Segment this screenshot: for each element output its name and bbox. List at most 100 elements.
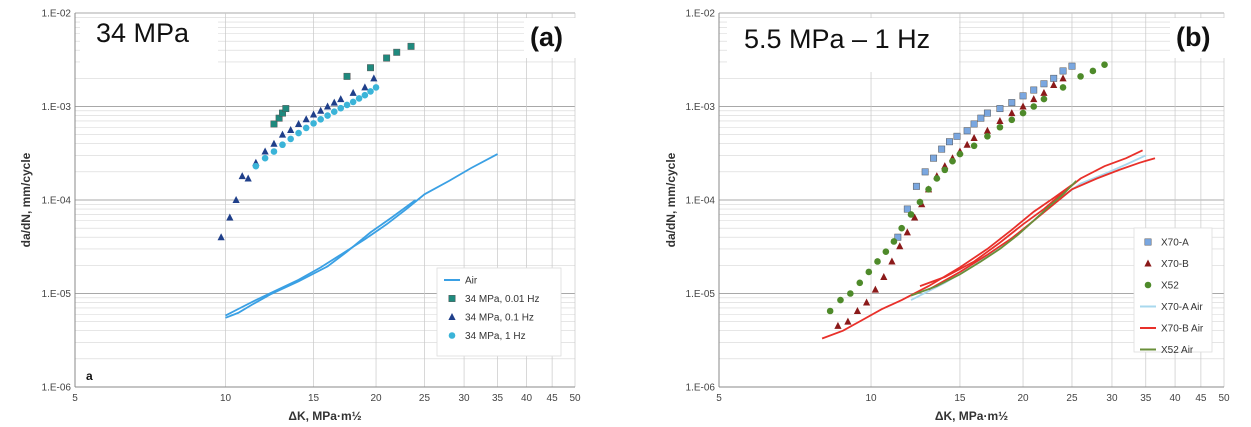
series-air — [225, 153, 498, 319]
data-point — [1019, 102, 1027, 110]
data-point — [1040, 88, 1048, 96]
x-tick-label: 5 — [716, 393, 722, 404]
series-x52-air — [910, 180, 1077, 297]
corner-note: a — [86, 369, 93, 383]
data-point — [963, 127, 971, 135]
legend-label: X52 Air — [1161, 345, 1194, 356]
data-point — [996, 105, 1004, 113]
legend-label: 34 MPa, 1 Hz — [465, 331, 526, 342]
data-point — [1040, 80, 1048, 88]
data-point — [903, 205, 911, 213]
panel-label-box — [1170, 18, 1226, 58]
legend-label: Air — [465, 276, 478, 287]
x-tick-label: 45 — [1195, 393, 1207, 404]
data-point — [252, 162, 260, 170]
data-point — [1068, 62, 1076, 70]
data-point — [302, 124, 310, 132]
x-tick-label: 40 — [1169, 393, 1181, 404]
data-point — [1059, 84, 1067, 91]
data-point — [317, 106, 325, 114]
data-point — [1008, 99, 1016, 107]
data-point — [295, 129, 302, 137]
x-tick-label: 10 — [865, 393, 877, 404]
data-point — [317, 115, 324, 123]
data-point — [1008, 109, 1016, 117]
data-point — [1008, 116, 1016, 124]
data-point — [834, 321, 842, 329]
data-point — [1030, 86, 1038, 94]
y-tick-label: 1.E-04 — [686, 196, 716, 207]
data-point — [244, 174, 252, 182]
data-point — [1059, 74, 1067, 82]
y-tick-label: 1.E-02 — [42, 9, 72, 20]
y-tick-label: 1.E-04 — [42, 196, 72, 207]
data-point — [282, 105, 290, 113]
data-point — [871, 285, 879, 293]
x-tick-label: 15 — [954, 393, 966, 404]
data-point — [896, 242, 904, 250]
data-point — [407, 42, 415, 50]
data-point — [903, 228, 911, 236]
chart-title: 34 MPa — [96, 18, 190, 48]
x-tick-label: 5 — [72, 393, 78, 404]
legend-label: X70-A Air — [1161, 302, 1203, 313]
y-tick-label: 1.E-06 — [42, 383, 72, 394]
data-point — [888, 257, 896, 265]
data-point — [278, 130, 287, 138]
y-tick-label: 1.E-05 — [42, 289, 72, 300]
data-point — [367, 64, 374, 72]
x-tick-label: 20 — [1017, 393, 1029, 404]
x-tick-label: 10 — [220, 393, 232, 404]
legend-box — [1133, 227, 1213, 353]
data-point — [1077, 73, 1084, 80]
data-point — [996, 116, 1004, 124]
data-point — [949, 157, 956, 165]
legend: X70-A X70-B X52 X70-A Air X70-B Air X52 Air — [1133, 227, 1213, 356]
data-point — [983, 109, 991, 117]
data-point — [874, 258, 881, 265]
data-point — [270, 139, 278, 147]
series-x52 — [826, 61, 1108, 315]
data-point — [337, 104, 345, 112]
y-tick-label: 1.E-06 — [686, 383, 716, 394]
x-tick-label: 40 — [521, 393, 533, 404]
chart-panel-a: 5 10 15 20 25 30 35 40 45 50 1.E-06 1.E-05 1.E-04 1.E… — [19, 9, 582, 423]
data-point — [956, 150, 964, 158]
legend-item: 34 MPa, 1 Hz — [448, 331, 526, 342]
legend-item: Air — [444, 276, 478, 287]
data-point — [1030, 95, 1038, 103]
data-point — [865, 268, 873, 276]
series-line — [928, 157, 1156, 291]
title-box — [727, 18, 959, 72]
data-point — [880, 273, 888, 281]
data-point — [1030, 103, 1038, 110]
data-point — [826, 307, 834, 315]
data-point — [279, 141, 286, 149]
data-point — [1019, 109, 1027, 117]
data-point — [393, 48, 401, 56]
data-point — [370, 74, 378, 82]
x-axis-label: ΔK, MPa·m½ — [288, 409, 361, 423]
legend-item: X70-B Air — [1140, 324, 1204, 335]
legend-label: 34 MPa, 0.01 Hz — [465, 294, 539, 305]
data-point — [921, 168, 929, 176]
y-tick-label: 1.E-02 — [686, 9, 716, 20]
data-point — [232, 196, 240, 203]
x-tick-label: 20 — [370, 393, 382, 404]
data-point — [343, 101, 351, 109]
data-point — [953, 132, 961, 140]
data-point — [355, 95, 363, 102]
data-point — [963, 140, 971, 148]
data-point — [217, 233, 225, 241]
data-point — [349, 88, 357, 96]
series-line — [919, 149, 1143, 287]
data-point — [1059, 67, 1067, 75]
series-x70-b-air — [821, 149, 1156, 340]
data-point — [862, 298, 871, 306]
data-point — [372, 84, 380, 91]
data-point — [309, 110, 318, 118]
data-point — [1050, 80, 1058, 88]
y-tick-label: 1.E-05 — [686, 289, 716, 300]
x-tick-label: 25 — [1066, 393, 1078, 404]
